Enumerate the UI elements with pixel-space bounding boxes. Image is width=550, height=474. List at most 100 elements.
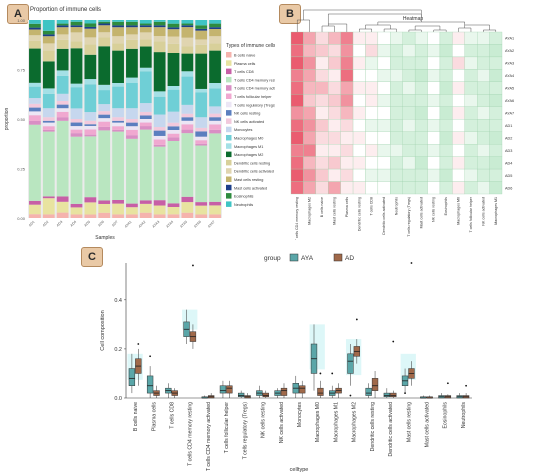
bar-segment <box>167 137 180 141</box>
heatmap-cell <box>303 94 316 107</box>
legend-label: Dendritic cells resting <box>234 161 270 165</box>
heatmap-cell <box>315 81 329 95</box>
heatmap-cell <box>303 168 316 182</box>
bar-segment <box>167 23 180 28</box>
heatmap-cell <box>340 156 354 170</box>
bar-segment <box>42 214 55 218</box>
heatmap-cell <box>352 94 366 107</box>
heatmap-cell <box>477 181 490 195</box>
bar-segment <box>70 214 83 218</box>
bar-segment <box>167 20 180 24</box>
heatmap-cell <box>489 168 503 182</box>
bar-segment <box>181 113 194 118</box>
heatmap-cell <box>439 69 453 82</box>
x-tick-label: Macrophages M1 <box>333 402 339 442</box>
legend-swatch <box>226 93 232 99</box>
bar-segment <box>181 104 194 114</box>
bar-segment <box>167 53 180 86</box>
heatmap-cell <box>427 81 441 95</box>
bar-segment <box>181 23 194 26</box>
heatmap-cell <box>390 144 403 157</box>
dendrogram-branch <box>464 24 490 30</box>
heatmap-cell <box>427 56 441 70</box>
heatmap-cell <box>290 81 304 95</box>
row-label: AYA2 <box>505 49 514 53</box>
heatmap-cell <box>352 119 366 132</box>
bar-segment <box>112 20 124 22</box>
heatmap-cell <box>365 106 379 120</box>
heatmap-cell <box>377 168 391 182</box>
heatmap-cell <box>427 44 441 58</box>
heatmap-cell <box>477 31 490 45</box>
bar-segment <box>98 118 111 122</box>
heatmap-cell <box>489 69 503 82</box>
box <box>237 392 245 398</box>
bar-segment <box>195 30 208 40</box>
bar-segment <box>112 131 124 200</box>
outlier-point <box>465 384 467 387</box>
legend-label: Mast cells resting <box>234 178 263 182</box>
outlier-point <box>446 382 449 385</box>
legend-swatch <box>226 85 232 91</box>
bar-segment <box>139 212 152 218</box>
x-tick-label: Macrophages M2 <box>352 402 358 442</box>
bar-segment <box>153 130 166 136</box>
bar-segment <box>209 106 221 114</box>
heatmap-cell <box>328 168 341 182</box>
heatmap-cell <box>340 144 354 157</box>
x-tick-label: B cells naive <box>133 402 139 431</box>
bar-segment <box>139 200 152 204</box>
heatmap-cell <box>489 31 503 45</box>
heatmap-cell <box>477 168 490 182</box>
heatmap-cell <box>328 31 341 45</box>
panel-a-badge: A <box>7 4 29 24</box>
heatmap-cell <box>489 56 503 70</box>
x-tick-label: T cells CD4 memory activated <box>206 402 212 471</box>
bar-segment <box>167 203 180 207</box>
heatmap-cell <box>352 31 366 45</box>
bar-segment <box>126 25 138 28</box>
heatmap-cell <box>328 94 341 107</box>
bar-segment <box>42 36 55 44</box>
box <box>280 387 288 396</box>
heatmap-cell <box>489 81 503 95</box>
heatmap-cell <box>340 81 354 95</box>
heatmap-cell <box>464 168 478 182</box>
bar-segment <box>167 36 180 44</box>
bar-segment <box>42 129 55 132</box>
heatmap-cell <box>452 168 465 182</box>
column-label: NK cells activated <box>481 197 485 226</box>
heatmap-cell <box>477 69 490 82</box>
bar-segment <box>181 71 194 77</box>
bar-segment <box>56 108 69 112</box>
legend-label: T cells regulatory (Tregs) <box>234 103 275 107</box>
heatmap-cell <box>452 94 465 107</box>
x-tick-label: Mast cells resting <box>406 402 412 442</box>
bar-segment <box>84 214 97 218</box>
heatmap-cell <box>414 69 428 82</box>
bar-segment <box>181 46 194 54</box>
legend-label: Dendritic cells activated <box>234 170 274 174</box>
heatmap-cell <box>328 106 341 120</box>
box <box>390 392 397 398</box>
heatmap-cell <box>414 156 428 170</box>
bar-segment <box>29 29 41 36</box>
heatmap-cell <box>328 156 341 170</box>
heatmap-cell <box>365 168 379 182</box>
bar-segment <box>56 70 69 76</box>
bar-segment <box>139 126 152 130</box>
bar-segment <box>29 40 41 49</box>
heatmap-cell <box>303 131 316 145</box>
bar-segment <box>167 141 180 204</box>
heatmap-cell <box>402 44 416 58</box>
heatmap-cell <box>439 44 453 58</box>
y-axis-label: Cell composition <box>100 310 106 350</box>
bar-segment <box>167 27 180 30</box>
bar-segment <box>112 214 124 218</box>
x-tick-label: AYA6 <box>193 220 202 229</box>
bar-segment <box>181 133 194 197</box>
bar-segment <box>112 203 124 215</box>
bar-segment <box>209 205 221 215</box>
bar-segment <box>42 131 55 197</box>
bar-segment <box>195 131 208 137</box>
